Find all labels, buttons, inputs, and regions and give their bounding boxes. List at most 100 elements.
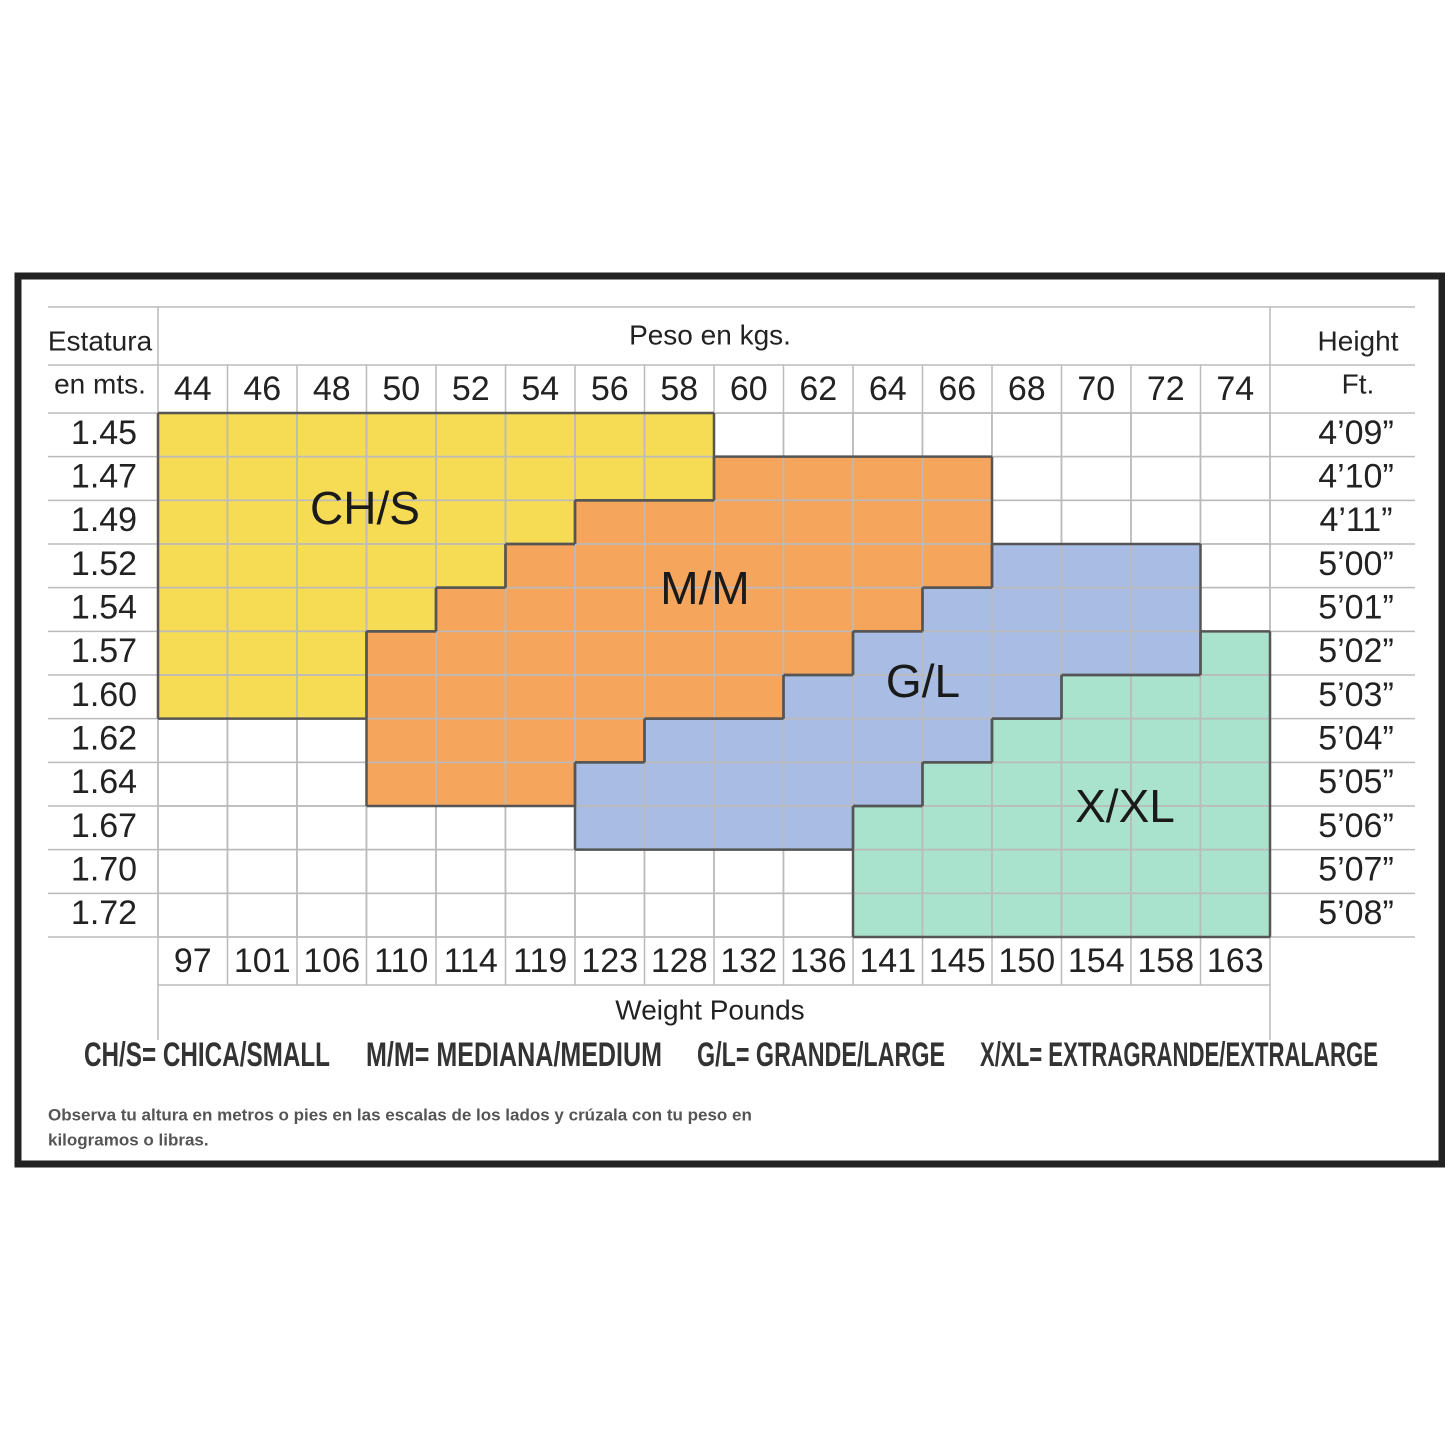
grid-cell bbox=[1199, 848, 1271, 895]
grid-cell bbox=[921, 761, 993, 807]
grid-cell bbox=[713, 455, 785, 502]
legend-item: X/XL= EXTRAGRANDE/EXTRALARGE bbox=[980, 1036, 1378, 1074]
kg-label: 64 bbox=[869, 370, 907, 408]
grid-cell bbox=[365, 630, 437, 676]
meter-label: 1.57 bbox=[71, 632, 137, 670]
grid-cell bbox=[365, 586, 437, 633]
grid-cell bbox=[574, 586, 646, 633]
pound-label: 114 bbox=[444, 942, 498, 980]
grid-cell bbox=[435, 761, 507, 807]
grid-cell bbox=[296, 848, 368, 895]
grid-cell bbox=[991, 805, 1063, 851]
pound-label: 136 bbox=[790, 942, 847, 980]
grid-cell bbox=[782, 892, 854, 938]
meter-label: 1.62 bbox=[71, 719, 137, 757]
grid-cell bbox=[365, 717, 437, 764]
grid-cell bbox=[782, 543, 854, 589]
grid-cell bbox=[1060, 674, 1132, 720]
grid-cell bbox=[157, 455, 229, 502]
grid-cell bbox=[852, 761, 924, 807]
size-label: G/L bbox=[886, 655, 960, 707]
pound-label: 132 bbox=[720, 942, 777, 980]
grid-cell bbox=[157, 499, 229, 545]
grid-cell bbox=[226, 717, 298, 764]
grid-cell bbox=[435, 674, 507, 720]
grid-cell bbox=[921, 892, 993, 938]
pound-label: 150 bbox=[998, 942, 1055, 980]
meter-label: 1.67 bbox=[71, 807, 137, 845]
grid-cell bbox=[782, 805, 854, 851]
grid-cell bbox=[435, 630, 507, 676]
grid-cell bbox=[435, 717, 507, 764]
kg-label: 68 bbox=[1008, 370, 1046, 408]
pound-label: 119 bbox=[513, 942, 567, 980]
grid-cell bbox=[921, 586, 993, 633]
grid-cell bbox=[782, 586, 854, 633]
grid-cell bbox=[365, 892, 437, 938]
grid-cell bbox=[296, 412, 368, 458]
size-label: M/M bbox=[660, 562, 749, 614]
grid-cell bbox=[782, 412, 854, 458]
grid-cell bbox=[991, 586, 1063, 633]
grid-cell bbox=[1060, 455, 1132, 502]
grid-cell bbox=[435, 499, 507, 545]
grid-cell bbox=[226, 586, 298, 633]
grid-cell bbox=[852, 586, 924, 633]
grid-cell bbox=[643, 761, 715, 807]
meter-label: 1.52 bbox=[71, 545, 137, 583]
grid-cell bbox=[1199, 455, 1271, 502]
meter-label: 1.60 bbox=[71, 676, 137, 714]
grid-cell bbox=[782, 717, 854, 764]
grid-cell bbox=[713, 674, 785, 720]
grid-cell bbox=[852, 499, 924, 545]
grid-cell bbox=[643, 630, 715, 676]
grid-cell bbox=[852, 848, 924, 895]
grid-cell bbox=[991, 674, 1063, 720]
grid-cell bbox=[1130, 412, 1202, 458]
grid-cell bbox=[991, 848, 1063, 895]
grid-cell bbox=[574, 455, 646, 502]
grid-cell bbox=[226, 761, 298, 807]
grid-cell bbox=[921, 805, 993, 851]
meter-label: 1.64 bbox=[71, 763, 137, 801]
feet-label: 5’03” bbox=[1318, 676, 1394, 714]
grid-cell bbox=[504, 455, 576, 502]
grid-cell bbox=[713, 717, 785, 764]
grid-cell bbox=[504, 892, 576, 938]
kg-label: 58 bbox=[660, 370, 698, 408]
grid-cell bbox=[782, 848, 854, 895]
grid-cell bbox=[435, 412, 507, 458]
bottom-header: Weight Pounds bbox=[615, 994, 804, 1025]
left-header: en mts. bbox=[54, 368, 146, 399]
grid-cell bbox=[782, 455, 854, 502]
grid-cell bbox=[574, 499, 646, 545]
grid-cell bbox=[1060, 892, 1132, 938]
grid-cell bbox=[157, 805, 229, 851]
grid-cell bbox=[296, 543, 368, 589]
grid-cell bbox=[782, 499, 854, 545]
grid-cell bbox=[574, 805, 646, 851]
grid-cell bbox=[1130, 717, 1202, 764]
grid-cell bbox=[504, 586, 576, 633]
grid-cell bbox=[852, 674, 924, 720]
grid-cell bbox=[1060, 630, 1132, 676]
grid-cell bbox=[1130, 630, 1202, 676]
grid-cell bbox=[435, 805, 507, 851]
grid-cell bbox=[713, 892, 785, 938]
grid-cell bbox=[713, 805, 785, 851]
grid-cell bbox=[991, 761, 1063, 807]
grid-cell bbox=[365, 848, 437, 895]
grid-cell bbox=[574, 761, 646, 807]
grid-cell bbox=[643, 892, 715, 938]
grid-cell bbox=[852, 717, 924, 764]
pound-label: 106 bbox=[303, 942, 360, 980]
grid-cell bbox=[1060, 717, 1132, 764]
grid-cell bbox=[365, 674, 437, 720]
right-header: Height bbox=[1318, 325, 1399, 356]
grid-cell bbox=[643, 805, 715, 851]
grid-cell bbox=[1060, 586, 1132, 633]
grid-cell bbox=[504, 543, 576, 589]
feet-label: 4’10” bbox=[1318, 457, 1394, 495]
grid-cell bbox=[1060, 412, 1132, 458]
